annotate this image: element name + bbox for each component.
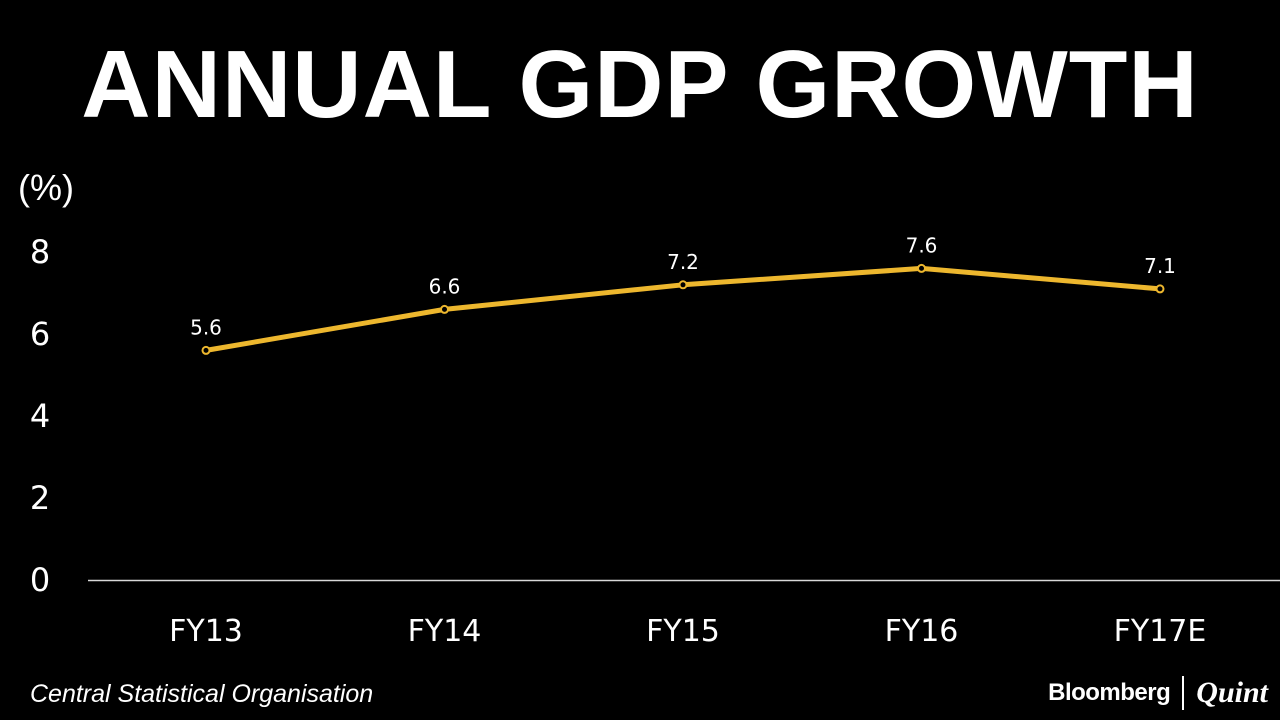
- data-point: [440, 304, 449, 314]
- y-tick-label: 8: [30, 233, 50, 271]
- x-tick-label: FY17E: [1114, 614, 1207, 649]
- data-point: [917, 263, 926, 273]
- x-tick-label: FY15: [646, 614, 720, 649]
- brand-logo: Bloomberg Quint: [1048, 674, 1268, 712]
- x-tick-label: FY16: [885, 614, 959, 649]
- y-tick-label: 4: [30, 397, 50, 435]
- data-point: [201, 345, 211, 355]
- data-point: [678, 280, 688, 290]
- x-tick-label: FY14: [408, 614, 482, 649]
- data-label: 6.6: [429, 274, 461, 298]
- y-tick-label: 0: [30, 561, 50, 599]
- data-label: 7.6: [906, 233, 938, 257]
- brand-secondary: Quint: [1196, 676, 1268, 709]
- source-note: Central Statistical Organisation: [30, 680, 374, 708]
- brand-primary: Bloomberg: [1048, 679, 1171, 706]
- y-tick-label: 2: [30, 479, 50, 517]
- x-tick-label: FY13: [169, 614, 243, 649]
- y-axis-unit-label: (%): [18, 167, 74, 208]
- data-label: 5.6: [190, 315, 222, 339]
- chart-title: ANNUAL GDP GROWTH: [81, 31, 1199, 138]
- y-tick-label: 6: [30, 315, 50, 353]
- data-label: 7.1: [1144, 254, 1176, 278]
- brand-divider: [1182, 676, 1185, 710]
- data-point: [1155, 284, 1165, 294]
- data-label: 7.2: [667, 250, 699, 274]
